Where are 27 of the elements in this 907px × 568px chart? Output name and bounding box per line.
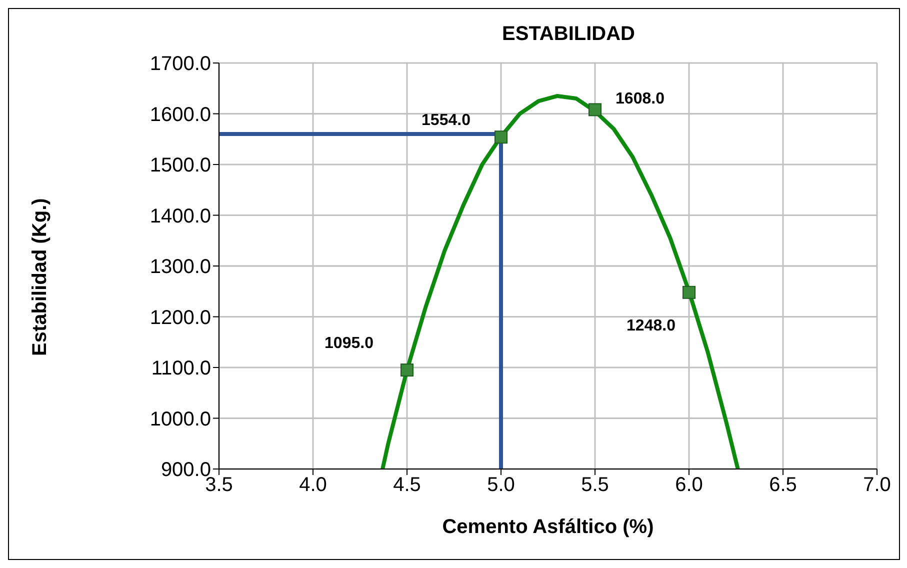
point — [494, 130, 508, 144]
data-label: 1608.0 — [616, 90, 665, 108]
x-tick-label: 5.0 — [487, 474, 515, 496]
x-axis-title: Cemento Asfáltico (%) — [442, 516, 654, 538]
point — [588, 103, 602, 116]
y-tick-label: 1400.0 — [150, 205, 211, 228]
y-tick-label: 1600.0 — [150, 104, 211, 126]
y-tick-label: 1700.0 — [150, 53, 211, 76]
x-tick-label: 4.5 — [393, 474, 421, 496]
y-tick-label: 1500.0 — [150, 154, 211, 177]
x-tick-label: 6.0 — [675, 474, 703, 496]
y-tick-label: 1100.0 — [151, 358, 211, 380]
data-label: 1554.0 — [422, 112, 471, 130]
x-tick-label: 4.0 — [299, 474, 327, 496]
y-tick-label: 1200.0 — [150, 306, 211, 329]
y-tick-label: 1300.0 — [150, 256, 211, 278]
point — [682, 286, 696, 299]
x-tick-label: 5.5 — [581, 474, 609, 496]
line-series — [380, 94, 740, 469]
point — [400, 364, 414, 377]
data-label: 1095.0 — [324, 335, 374, 352]
data-label: 1248.0 — [626, 317, 676, 334]
x-tick-label: 7.0 — [863, 474, 891, 496]
chart-title: ESTABILIDAD — [501, 23, 636, 46]
x-tick-label: 6.5 — [769, 474, 797, 496]
y-tick-label: 1000.0 — [150, 408, 211, 430]
y-axis-title: Estabilidad (Kg.) — [29, 198, 52, 356]
